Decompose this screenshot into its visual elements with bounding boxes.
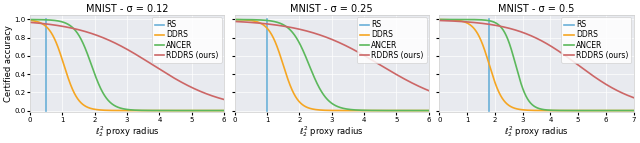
RDDRS (ours): [425, 90, 433, 92]
Line: ANCER: ANCER: [30, 20, 224, 111]
ANCER: [220, 110, 228, 111]
RDDRS (ours): [115, 44, 123, 46]
ANCER: [445, 19, 453, 20]
ANCER: [525, 100, 532, 102]
Legend: RS, DDRS, ANCER, RDDRS (ours): RS, DDRS, ANCER, RDDRS (ours): [152, 17, 222, 63]
ANCER: [419, 110, 427, 111]
DDRS: [214, 110, 222, 111]
DDRS: [179, 110, 187, 111]
Legend: RS, DDRS, ANCER, RDDRS (ours): RS, DDRS, ANCER, RDDRS (ours): [561, 17, 631, 63]
DDRS: [419, 110, 427, 111]
RDDRS (ours): [419, 87, 427, 89]
DDRS: [384, 110, 392, 111]
DDRS: [36, 22, 44, 23]
DDRS: [445, 19, 453, 21]
X-axis label: $\ell^2_2$ proxy radius: $\ell^2_2$ proxy radius: [504, 124, 569, 139]
X-axis label: $\ell^2_2$ proxy radius: $\ell^2_2$ proxy radius: [95, 124, 159, 139]
DDRS: [325, 110, 333, 111]
DDRS: [436, 19, 444, 20]
DDRS: [220, 110, 228, 111]
DDRS: [26, 19, 34, 21]
ANCER: [26, 19, 34, 20]
Line: DDRS: DDRS: [30, 20, 224, 111]
Line: RDDRS (ours): RDDRS (ours): [235, 21, 429, 91]
DDRS: [624, 110, 632, 111]
DDRS: [231, 19, 239, 20]
DDRS: [214, 110, 222, 111]
Line: ANCER: ANCER: [440, 19, 634, 111]
DDRS: [120, 110, 128, 111]
RDDRS (ours): [26, 22, 34, 23]
Title: MNIST - σ = 0.25: MNIST - σ = 0.25: [291, 4, 373, 14]
ANCER: [231, 19, 239, 20]
Title: MNIST - σ = 0.5: MNIST - σ = 0.5: [499, 4, 575, 14]
DDRS: [630, 110, 637, 111]
DDRS: [320, 109, 328, 111]
Y-axis label: Certified accuracy: Certified accuracy: [4, 25, 13, 102]
ANCER: [624, 110, 632, 111]
ANCER: [436, 19, 444, 20]
ANCER: [115, 107, 123, 109]
Line: RDDRS (ours): RDDRS (ours): [30, 22, 224, 100]
Title: MNIST - σ = 0.12: MNIST - σ = 0.12: [86, 4, 168, 14]
RDDRS (ours): [384, 68, 392, 70]
RDDRS (ours): [220, 99, 228, 100]
X-axis label: $\ell^2_2$ proxy radius: $\ell^2_2$ proxy radius: [300, 124, 364, 139]
ANCER: [419, 110, 427, 111]
DDRS: [525, 109, 532, 111]
RDDRS (ours): [231, 21, 239, 22]
RDDRS (ours): [214, 97, 222, 99]
RDDRS (ours): [241, 21, 248, 23]
ANCER: [588, 110, 596, 111]
RDDRS (ours): [525, 34, 532, 36]
ANCER: [36, 19, 44, 20]
RDDRS (ours): [436, 20, 444, 21]
RDDRS (ours): [36, 22, 44, 24]
ANCER: [179, 110, 187, 111]
RDDRS (ours): [530, 36, 538, 38]
DDRS: [588, 110, 596, 111]
ANCER: [530, 105, 538, 107]
RDDRS (ours): [419, 87, 427, 89]
ANCER: [630, 110, 637, 111]
DDRS: [530, 110, 538, 111]
Line: ANCER: ANCER: [235, 20, 429, 111]
DDRS: [115, 110, 123, 111]
DDRS: [419, 110, 427, 111]
ANCER: [325, 100, 333, 102]
RDDRS (ours): [120, 47, 128, 49]
RDDRS (ours): [588, 75, 596, 76]
ANCER: [320, 95, 328, 96]
DDRS: [425, 110, 433, 111]
Line: DDRS: DDRS: [235, 20, 429, 111]
RDDRS (ours): [445, 20, 453, 22]
RDDRS (ours): [630, 97, 637, 99]
Legend: RS, DDRS, ANCER, RDDRS (ours): RS, DDRS, ANCER, RDDRS (ours): [356, 17, 427, 63]
Line: RDDRS (ours): RDDRS (ours): [440, 20, 634, 98]
ANCER: [214, 110, 222, 111]
ANCER: [425, 110, 433, 111]
ANCER: [241, 19, 248, 20]
RDDRS (ours): [214, 97, 222, 99]
RDDRS (ours): [325, 37, 333, 39]
RDDRS (ours): [624, 95, 632, 96]
ANCER: [120, 108, 128, 110]
RDDRS (ours): [179, 82, 187, 84]
DDRS: [624, 110, 632, 111]
ANCER: [384, 110, 392, 111]
RDDRS (ours): [624, 95, 632, 96]
Line: DDRS: DDRS: [440, 20, 634, 111]
DDRS: [241, 19, 248, 21]
RDDRS (ours): [320, 35, 328, 37]
ANCER: [624, 110, 632, 111]
ANCER: [214, 110, 222, 111]
